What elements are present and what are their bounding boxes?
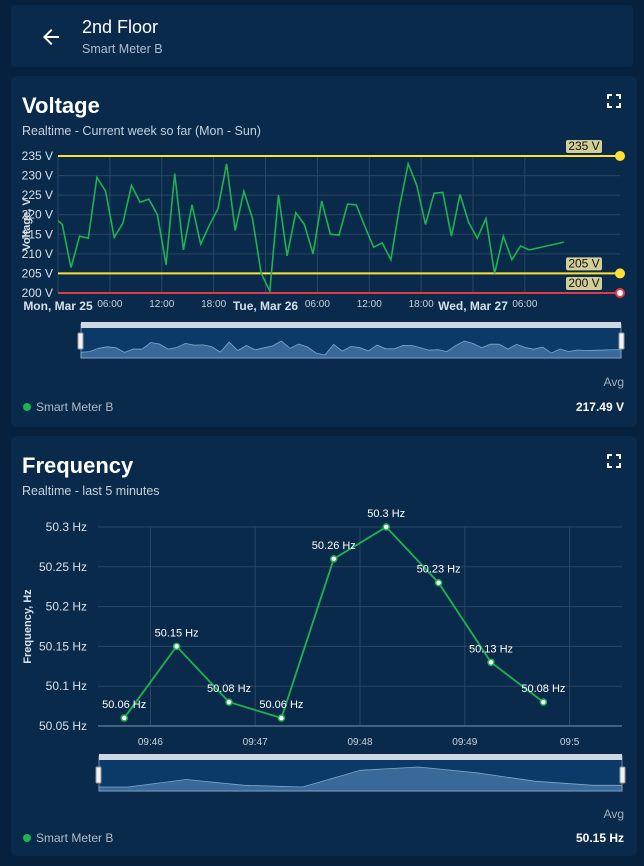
frequency-data-label: 50.15 Hz bbox=[155, 627, 199, 639]
voltage-chart[interactable]: 200 V 205 V 210 V 215 V 220 V 225 V 230 V 235 V… bbox=[11, 76, 637, 427]
frequency-card: Frequency Realtime - last 5 minutes 50.0… bbox=[11, 436, 637, 856]
voltage-navigator-area bbox=[80, 340, 622, 359]
frequency-data-point bbox=[434, 578, 443, 587]
frequency-legend-label: Smart Meter B bbox=[36, 831, 114, 845]
frequency-data-point bbox=[330, 555, 338, 563]
frequency-navigator[interactable] bbox=[95, 754, 626, 792]
voltage-y-tick: 200 V bbox=[22, 286, 53, 300]
frequency-data-label: 50.13 Hz bbox=[469, 643, 513, 655]
frequency-subtitle: Realtime - last 5 minutes bbox=[22, 484, 160, 498]
frequency-avg-label: Avg bbox=[603, 807, 624, 821]
frequency-y-tick: 50.25 Hz bbox=[39, 560, 87, 574]
frequency-legend[interactable]: Smart Meter B bbox=[23, 831, 113, 845]
voltage-y-tick: 215 V bbox=[22, 227, 53, 241]
voltage-threshold-label: 235 V bbox=[568, 139, 599, 153]
page-title: 2nd Floor bbox=[82, 17, 159, 37]
voltage-x-tick: Mon, Mar 25 bbox=[23, 299, 93, 313]
voltage-threshold-label-bg bbox=[566, 140, 602, 153]
voltage-legend-label: Smart Meter B bbox=[36, 400, 114, 414]
frequency-data-point bbox=[120, 714, 128, 722]
voltage-x-tick: 06:00 bbox=[97, 299, 122, 310]
frequency-x-tick: 09:49 bbox=[452, 737, 477, 748]
legend-dot-icon bbox=[23, 834, 31, 842]
fullscreen-icon[interactable] bbox=[607, 94, 621, 108]
voltage-x-tick: 06:00 bbox=[512, 299, 537, 310]
frequency-data-point bbox=[539, 698, 548, 706]
voltage-title: Voltage bbox=[22, 93, 100, 118]
voltage-threshold-marker bbox=[615, 151, 625, 161]
voltage-avg-label: Avg bbox=[603, 375, 624, 389]
voltage-x-tick: 12:00 bbox=[357, 299, 382, 310]
legend-dot-icon bbox=[23, 403, 31, 411]
voltage-legend[interactable]: Smart Meter B bbox=[23, 400, 113, 414]
frequency-data-label: 50.3 Hz bbox=[367, 508, 405, 520]
voltage-y-tick: 205 V bbox=[22, 266, 53, 280]
voltage-threshold-marker bbox=[615, 268, 625, 279]
page-subtitle: Smart Meter B bbox=[82, 42, 163, 56]
voltage-x-tick: Wed, Mar 27 bbox=[438, 299, 508, 313]
frequency-chart[interactable]: 50.05 Hz 50.1 Hz 50.15 Hz 50.2 Hz 50.25 Hz 50… bbox=[11, 436, 637, 856]
voltage-avg-value: 217.49 V bbox=[575, 400, 624, 414]
voltage-threshold-label: 200 V bbox=[568, 276, 599, 290]
voltage-navigator-handle-left bbox=[77, 332, 84, 350]
frequency-x-tick: 09:48 bbox=[347, 737, 372, 748]
frequency-data-label: 50.08 Hz bbox=[207, 683, 251, 695]
app-header: 2nd Floor Smart Meter B bbox=[11, 5, 633, 67]
fullscreen-icon[interactable] bbox=[607, 454, 621, 468]
frequency-navigator-area bbox=[98, 766, 623, 792]
frequency-navigator-handle-right bbox=[619, 766, 626, 784]
voltage-y-tick: 220 V bbox=[22, 208, 53, 222]
frequency-navigator-scrollbar bbox=[99, 754, 622, 760]
frequency-data-label: 50.08 Hz bbox=[521, 683, 565, 695]
voltage-navigator-scrollbar bbox=[81, 322, 621, 328]
arrow-left-icon[interactable] bbox=[39, 25, 63, 49]
frequency-data-point bbox=[277, 714, 286, 722]
frequency-x-tick: 09:46 bbox=[138, 737, 163, 748]
voltage-x-tick: 12:00 bbox=[149, 299, 174, 310]
frequency-y-axis-title: Frequency, Hz bbox=[22, 589, 34, 664]
frequency-data-point bbox=[487, 658, 495, 667]
voltage-x-tick: 18:00 bbox=[201, 299, 226, 310]
frequency-data-point bbox=[172, 642, 181, 651]
frequency-avg-value: 50.15 Hz bbox=[575, 831, 624, 845]
frequency-x-tick: 09:5 bbox=[560, 737, 580, 748]
voltage-navigator[interactable] bbox=[77, 322, 625, 359]
voltage-x-tick: 06:00 bbox=[305, 299, 330, 310]
voltage-y-axis-title: Voltage, V bbox=[21, 198, 33, 251]
voltage-series-line bbox=[58, 161, 564, 294]
voltage-y-tick: 225 V bbox=[22, 188, 53, 202]
voltage-card: Voltage Realtime - Current week so far (… bbox=[11, 76, 637, 427]
frequency-x-tick: 09:47 bbox=[243, 737, 268, 748]
voltage-y-tick: 235 V bbox=[22, 149, 53, 163]
voltage-navigator-handle-right bbox=[618, 332, 625, 350]
voltage-threshold-label-bg bbox=[566, 277, 602, 290]
voltage-threshold-label: 205 V bbox=[568, 256, 599, 270]
voltage-threshold-label-bg bbox=[566, 257, 602, 271]
voltage-subtitle: Realtime - Current week so far (Mon - Su… bbox=[22, 124, 261, 138]
frequency-title: Frequency bbox=[22, 453, 134, 478]
voltage-x-tick: Tue, Mar 26 bbox=[233, 299, 298, 313]
frequency-data-label: 50.26 Hz bbox=[312, 540, 356, 552]
voltage-threshold-marker bbox=[615, 288, 625, 298]
frequency-data-label: 50.06 Hz bbox=[102, 699, 146, 711]
frequency-y-tick: 50.3 Hz bbox=[46, 520, 87, 534]
frequency-y-tick: 50.15 Hz bbox=[39, 639, 87, 653]
frequency-data-point bbox=[382, 523, 390, 531]
voltage-x-tick: 18:00 bbox=[409, 299, 434, 310]
frequency-y-tick: 50.1 Hz bbox=[46, 679, 87, 693]
frequency-y-tick: 50.2 Hz bbox=[46, 600, 87, 614]
frequency-y-tick: 50.05 Hz bbox=[39, 719, 87, 733]
frequency-data-point bbox=[225, 698, 233, 706]
frequency-navigator-handle-left bbox=[95, 766, 102, 784]
voltage-y-tick: 230 V bbox=[22, 169, 53, 183]
frequency-data-label: 50.06 Hz bbox=[259, 699, 303, 711]
frequency-data-label: 50.23 Hz bbox=[417, 564, 461, 576]
voltage-y-tick: 210 V bbox=[22, 247, 53, 261]
